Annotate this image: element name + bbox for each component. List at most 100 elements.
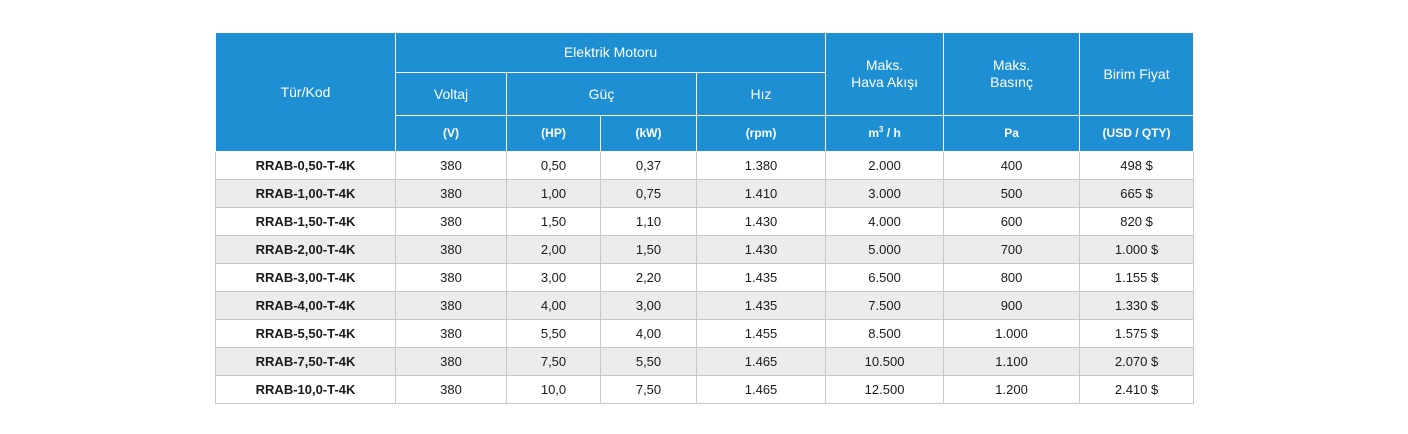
cell-voltage: 380 xyxy=(395,235,507,264)
header-max-pressure-line2: Basınç xyxy=(990,74,1033,90)
cell-airflow: 2.000 xyxy=(825,151,945,180)
cell-rpm: 1.430 xyxy=(695,235,827,264)
table-body: RRAB-0,50-T-4K 380 0,50 0,37 1.380 2.000 400 49… xyxy=(215,151,1195,404)
cell-voltage: 380 xyxy=(395,375,507,404)
header-speed: Hız xyxy=(695,72,827,116)
cell-hp: 7,50 xyxy=(506,347,601,376)
cell-pressure: 400 xyxy=(943,151,1081,180)
cell-kw: 0,75 xyxy=(600,179,697,208)
header-power: Güç xyxy=(506,72,697,116)
cell-kw: 0,37 xyxy=(600,151,697,180)
header-type-code: Tür/Kod xyxy=(215,32,396,152)
cell-rpm: 1.410 xyxy=(695,179,827,208)
cell-voltage: 380 xyxy=(395,319,507,348)
unit-airflow: m3 / h xyxy=(825,115,945,152)
cell-kw: 4,00 xyxy=(600,319,697,348)
cell-hp: 2,00 xyxy=(506,235,601,264)
cell-airflow: 5.000 xyxy=(825,235,945,264)
table-header: Tür/Kod Elektrik Motoru Maks. Hava Akışı… xyxy=(215,32,1195,152)
cell-kw: 3,00 xyxy=(600,291,697,320)
cell-code: RRAB-5,50-T-4K xyxy=(215,319,396,348)
cell-airflow: 7.500 xyxy=(825,291,945,320)
cell-rpm: 1.430 xyxy=(695,207,827,236)
cell-airflow: 12.500 xyxy=(825,375,945,404)
header-max-airflow: Maks. Hava Akışı xyxy=(825,32,945,116)
cell-hp: 10,0 xyxy=(506,375,601,404)
cell-price: 820 $ xyxy=(1079,207,1195,236)
cell-code: RRAB-7,50-T-4K xyxy=(215,347,396,376)
unit-kw: (kW) xyxy=(600,115,697,152)
cell-rpm: 1.465 xyxy=(695,347,827,376)
cell-pressure: 700 xyxy=(943,235,1081,264)
table-row: RRAB-3,00-T-4K 380 3,00 2,20 1.435 6.500 800 1.… xyxy=(215,263,1195,292)
cell-hp: 1,50 xyxy=(506,207,601,236)
cell-airflow: 6.500 xyxy=(825,263,945,292)
unit-voltage: (V) xyxy=(395,115,507,152)
table-row: RRAB-5,50-T-4K 380 5,50 4,00 1.455 8.500 1.000… xyxy=(215,319,1195,348)
unit-price: (USD / QTY) xyxy=(1079,115,1195,152)
cell-hp: 3,00 xyxy=(506,263,601,292)
cell-airflow: 10.500 xyxy=(825,347,945,376)
cell-hp: 4,00 xyxy=(506,291,601,320)
cell-voltage: 380 xyxy=(395,151,507,180)
cell-rpm: 1.380 xyxy=(695,151,827,180)
cell-kw: 2,20 xyxy=(600,263,697,292)
cell-kw: 5,50 xyxy=(600,347,697,376)
cell-code: RRAB-0,50-T-4K xyxy=(215,151,396,180)
unit-pressure: Pa xyxy=(943,115,1081,152)
header-voltage: Voltaj xyxy=(395,72,507,116)
cell-hp: 5,50 xyxy=(506,319,601,348)
cell-kw: 7,50 xyxy=(600,375,697,404)
header-unit-price: Birim Fiyat xyxy=(1079,32,1195,116)
cell-price: 665 $ xyxy=(1079,179,1195,208)
cell-rpm: 1.455 xyxy=(695,319,827,348)
header-max-airflow-line2: Hava Akışı xyxy=(851,74,918,90)
cell-voltage: 380 xyxy=(395,207,507,236)
cell-airflow: 3.000 xyxy=(825,179,945,208)
cell-code: RRAB-2,00-T-4K xyxy=(215,235,396,264)
unit-hp: (HP) xyxy=(506,115,601,152)
cell-price: 1.000 $ xyxy=(1079,235,1195,264)
cell-voltage: 380 xyxy=(395,179,507,208)
cell-code: RRAB-1,00-T-4K xyxy=(215,179,396,208)
cell-pressure: 1.100 xyxy=(943,347,1081,376)
cell-pressure: 1.200 xyxy=(943,375,1081,404)
cell-pressure: 900 xyxy=(943,291,1081,320)
cell-pressure: 800 xyxy=(943,263,1081,292)
cell-kw: 1,50 xyxy=(600,235,697,264)
cell-rpm: 1.435 xyxy=(695,291,827,320)
header-max-pressure-line1: Maks. xyxy=(992,57,1031,73)
cell-code: RRAB-10,0-T-4K xyxy=(215,375,396,404)
cell-hp: 1,00 xyxy=(506,179,601,208)
cell-voltage: 380 xyxy=(395,263,507,292)
cell-price: 2.410 $ xyxy=(1079,375,1195,404)
header-max-airflow-line1: Maks. xyxy=(865,57,904,73)
table-row: RRAB-0,50-T-4K 380 0,50 0,37 1.380 2.000 400 49… xyxy=(215,151,1195,180)
cell-code: RRAB-4,00-T-4K xyxy=(215,291,396,320)
cell-code: RRAB-1,50-T-4K xyxy=(215,207,396,236)
header-electric-motor: Elektrik Motoru xyxy=(394,32,827,73)
header-max-pressure: Maks. Basınç xyxy=(943,32,1081,116)
cell-hp: 0,50 xyxy=(506,151,601,180)
cell-code: RRAB-3,00-T-4K xyxy=(215,263,396,292)
table-row: RRAB-2,00-T-4K 380 2,00 1,50 1.430 5.000 700 1.… xyxy=(215,235,1195,264)
price-table: Tür/Kod Elektrik Motoru Maks. Hava Akışı… xyxy=(215,32,1195,404)
table-row: RRAB-1,00-T-4K 380 1,00 0,75 1.410 3.000 500 66… xyxy=(215,179,1195,208)
unit-airflow-sup: 3 xyxy=(878,125,884,134)
table-row: RRAB-4,00-T-4K 380 4,00 3,00 1.435 7.500 900 1.… xyxy=(215,291,1195,320)
cell-pressure: 1.000 xyxy=(943,319,1081,348)
table-row: RRAB-10,0-T-4K 380 10,0 7,50 1.465 12.500 1.20… xyxy=(215,375,1195,404)
cell-price: 2.070 $ xyxy=(1079,347,1195,376)
cell-airflow: 8.500 xyxy=(825,319,945,348)
cell-price: 1.155 $ xyxy=(1079,263,1195,292)
table-row: RRAB-7,50-T-4K 380 7,50 5,50 1.465 10.500 1.10… xyxy=(215,347,1195,376)
cell-rpm: 1.435 xyxy=(695,263,827,292)
cell-voltage: 380 xyxy=(395,291,507,320)
cell-price: 1.575 $ xyxy=(1079,319,1195,348)
cell-price: 1.330 $ xyxy=(1079,291,1195,320)
cell-pressure: 600 xyxy=(943,207,1081,236)
table-row: RRAB-1,50-T-4K 380 1,50 1,10 1.430 4.000 600 82… xyxy=(215,207,1195,236)
cell-price: 498 $ xyxy=(1079,151,1195,180)
unit-rpm: (rpm) xyxy=(695,115,827,152)
cell-voltage: 380 xyxy=(395,347,507,376)
